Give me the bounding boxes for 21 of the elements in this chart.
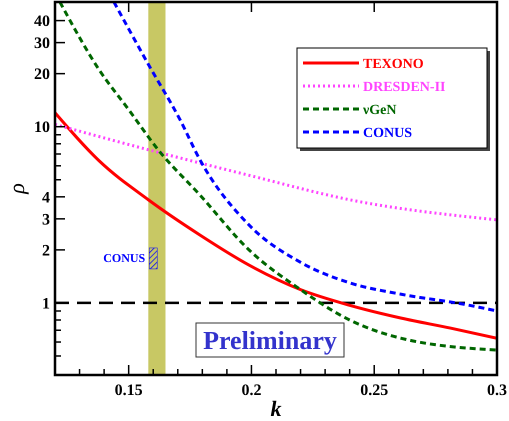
y-axis-title: ρ (4, 183, 29, 195)
x-tick-label: 0.2 (241, 382, 262, 399)
x-tick-label: 0.25 (360, 382, 388, 399)
line-series (55, 122, 497, 222)
y-tick-label: 1 (42, 295, 50, 312)
x-axis-title: k (270, 396, 282, 421)
x-tick-label: 0.15 (114, 382, 143, 399)
x-tick-label: 0.3 (487, 382, 507, 399)
legend-label: CONUS (363, 126, 412, 141)
y-tick-label: 40 (34, 13, 50, 30)
annotation: CONUS (103, 250, 146, 265)
y-tick-label: 20 (34, 66, 50, 84)
annotation: Preliminary (203, 326, 337, 355)
legend-label: TEXONO (363, 57, 424, 72)
y-tick-label: 3 (42, 211, 50, 228)
y-tick-label: 30 (34, 35, 50, 52)
y-tick-label: 2 (42, 242, 50, 260)
y-tick-label: 4 (42, 189, 50, 206)
y-tick-label: 10 (34, 119, 50, 136)
legend-label: νGeN (362, 103, 396, 118)
legend-label: DRESDEN-II (363, 80, 446, 95)
